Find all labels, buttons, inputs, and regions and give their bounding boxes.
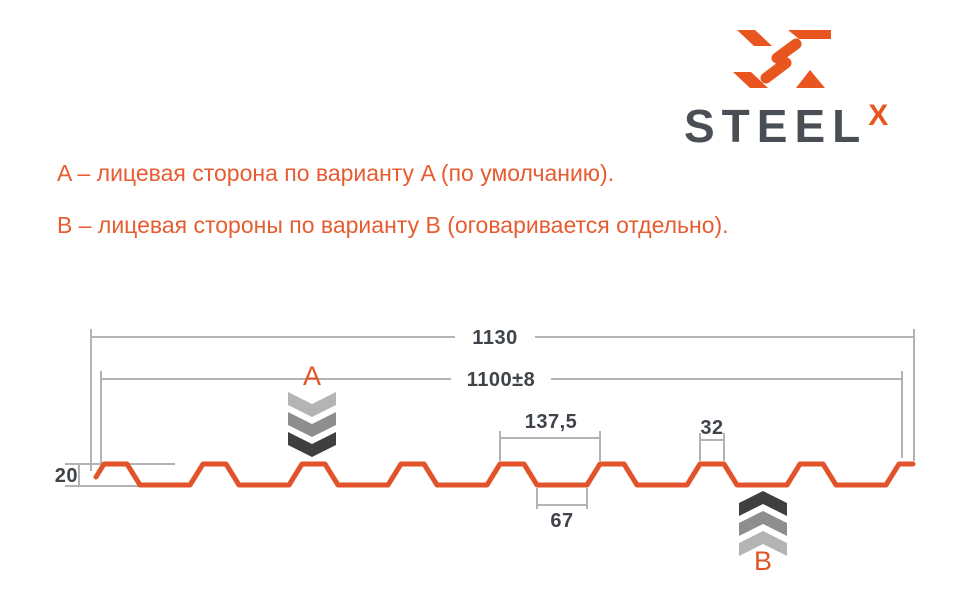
marker-b-chevrons	[739, 491, 787, 556]
marker-a-chevrons	[288, 392, 336, 457]
logo-arm-top-right	[788, 30, 831, 39]
logo-arm-top-left	[737, 30, 772, 46]
chevron-up-icon	[739, 491, 787, 516]
dim-rib-pitch: 137,5	[524, 411, 578, 433]
dim-overall-width: 1130	[455, 328, 535, 348]
dim-profile-height: 20	[54, 465, 78, 487]
chevron-up-icon	[739, 511, 787, 536]
note-variant-a: A – лицевая сторона по варианту A (по ум…	[57, 160, 615, 186]
brand-name: STEEL	[684, 100, 868, 152]
profile-outline	[93, 461, 916, 488]
chevron-up-icon	[739, 531, 787, 556]
marker-a-label: A	[302, 361, 321, 391]
logo-arm-bottom-left	[733, 72, 768, 88]
dim-rib-top-width: 32	[700, 417, 724, 439]
logo-arm-bottom-right	[796, 70, 825, 88]
marker-b-label: B	[753, 546, 772, 576]
brand-lockup: STEEL X	[684, 99, 889, 152]
dim-valley-width: 67	[550, 510, 574, 532]
logo-s-band	[760, 38, 802, 84]
dim-working-width: 1100±8	[451, 370, 551, 390]
chevron-down-icon	[288, 432, 336, 457]
brand-sup-x: X	[868, 99, 889, 132]
chevron-down-icon	[288, 392, 336, 417]
dimension-lines	[65, 329, 915, 509]
chevron-down-icon	[288, 412, 336, 437]
steelx-logo-icon	[733, 30, 831, 88]
note-variant-b: B – лицевая стороны по варианту B (огова…	[57, 212, 729, 238]
